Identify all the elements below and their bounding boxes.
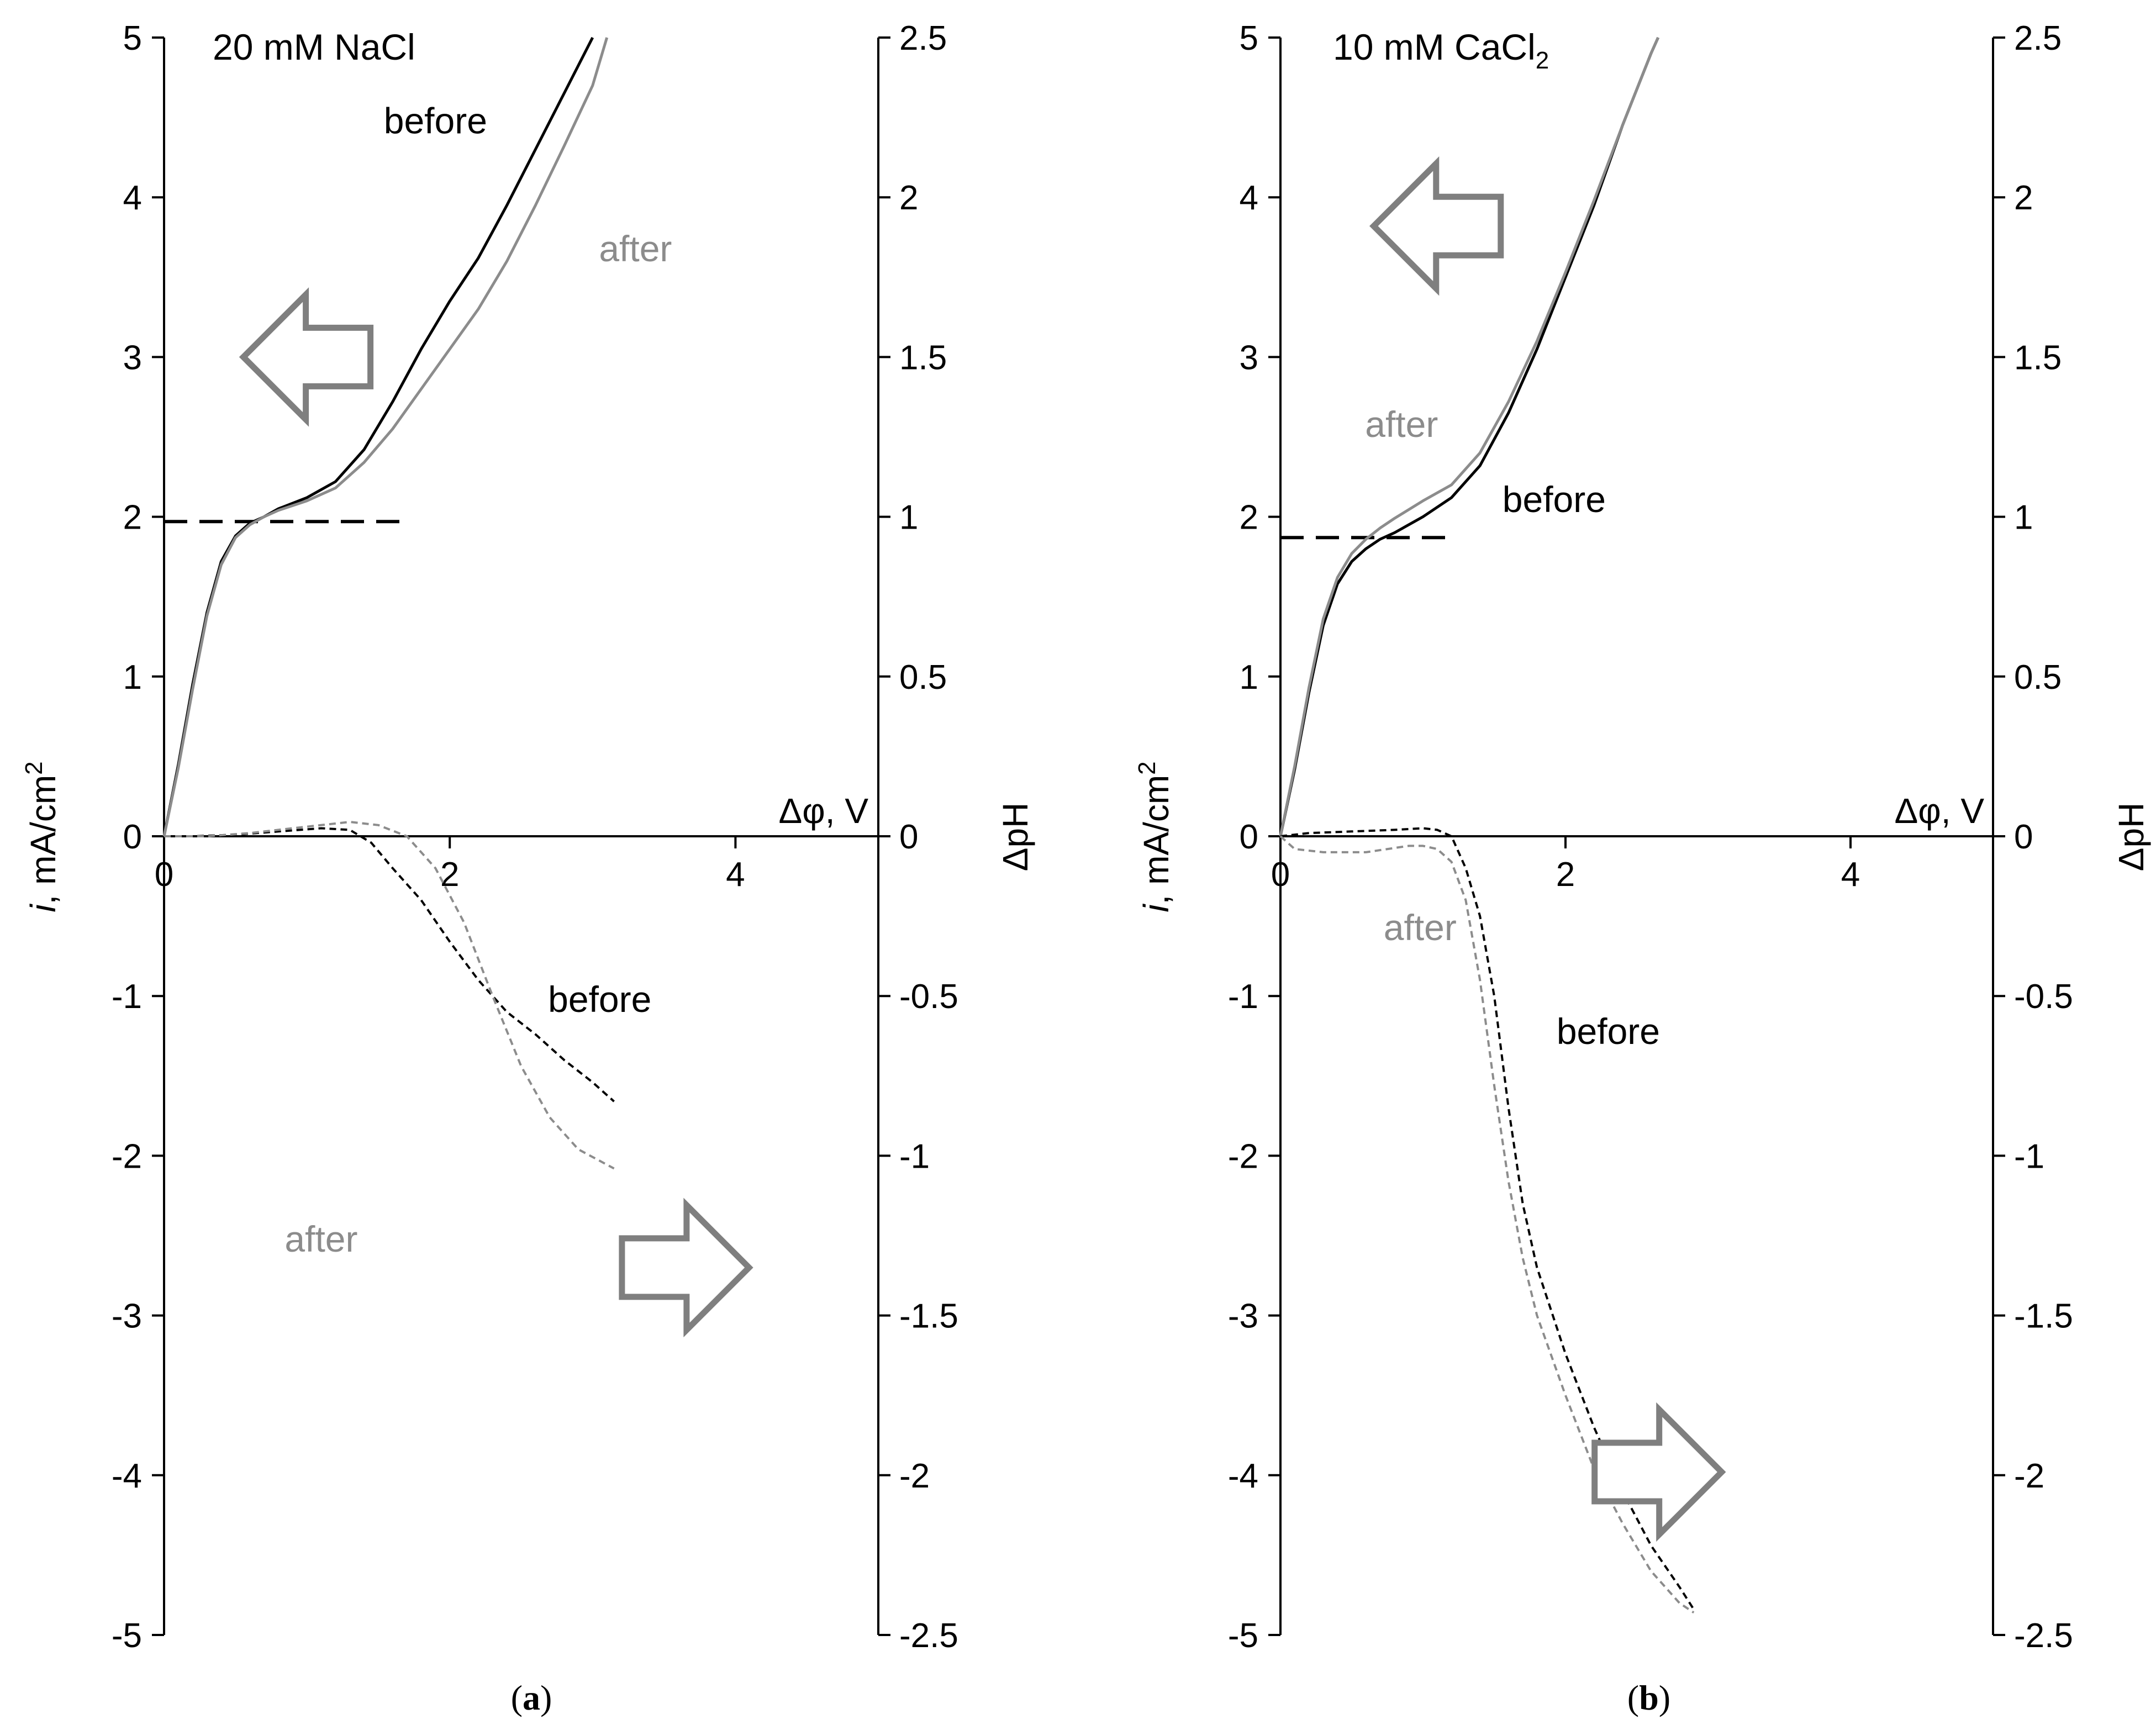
panel-b-left-axis-label-text: , mA/cm: [1136, 775, 1176, 905]
panel-b-left-tick-label: 4: [1240, 179, 1258, 217]
panel-a-left-tick-label: -4: [112, 1457, 142, 1495]
panel-a-right-tick-label: -1: [899, 1137, 930, 1175]
panel-b-title-sub: 2: [1536, 47, 1549, 74]
panel-a-left-axis-label-italic: i: [23, 904, 63, 912]
panel-b-right-tick-label: -1: [2014, 1137, 2044, 1175]
panel-a-x-tick-label: 4: [726, 856, 745, 894]
panel-b-right-tick-label: 1: [2014, 499, 2033, 537]
panel-a-right-tick-label: 2: [899, 179, 918, 217]
panel-a-x-tick-label: 0: [155, 856, 173, 894]
panel-a-left-tick-label: -1: [112, 978, 142, 1016]
panel-b-annotation-before: before: [1557, 1011, 1660, 1052]
panel-b-left-axis-label-italic: i: [1136, 904, 1176, 912]
panel-b-left-axis-label-sup: 2: [1134, 761, 1161, 774]
panel-a-left-tick-label: 4: [123, 179, 142, 217]
panel-a-left-axis-label-text: , mA/cm: [23, 775, 63, 905]
panel-a-annotation-before: before: [548, 979, 651, 1020]
panel-b-left-tick-label: -2: [1228, 1137, 1258, 1175]
panel-a-right-tick-label: -2.5: [899, 1617, 958, 1655]
panel-b: 5 4 3 2 1 0 -1 -2 -3 -4 -5 2.5 2 1.5 1 0.5 0 -0.5 -1 -1.5 -2…: [1134, 19, 2151, 1717]
panel-a-arrow-left: [239, 287, 374, 427]
panel-a: 5 4 3 2 1 0 -1 -2 -3 -4 -5 2.5 2 1.5 1 0.5 0 -0.5 -1 -1.5 -2…: [20, 19, 1035, 1717]
panel-a-annotation-after: after: [284, 1218, 357, 1259]
panel-b-arrow-left: [1369, 156, 1504, 296]
panel-b-right-tick-label: 1.5: [2014, 339, 2062, 377]
panel-a-title: 20 mM NaCl: [213, 27, 415, 67]
panel-a-left-axis-label-sup: 2: [20, 761, 48, 774]
panel-b-x-tick-label: 4: [1841, 856, 1860, 894]
panel-b-left-tick-label: -5: [1228, 1617, 1258, 1655]
panel-a-right-tick-label: 1: [899, 499, 918, 537]
panel-a-left-tick-label: -5: [112, 1617, 142, 1655]
panel-b-left-tick-label: 5: [1240, 19, 1258, 57]
panel-b-right-tick-label: -0.5: [2014, 978, 2073, 1016]
panel-b-right-axis-label: ΔpH: [2111, 803, 2151, 872]
panel-b-right-tick-label: 0.5: [2014, 658, 2062, 697]
panel-a-left-tick-label: -3: [112, 1297, 142, 1336]
panel-a-left-tick-label: 0: [123, 818, 142, 856]
panel-b-left-tick-label: 2: [1240, 499, 1258, 537]
panel-a-annotation-before: before: [384, 101, 487, 141]
panel-a-right-tick-label: 0.5: [899, 658, 947, 697]
panel-a-left-tick-label: 2: [123, 499, 142, 537]
panel-b-annotation-after: after: [1365, 404, 1438, 445]
panel-a-left-tick-label: -2: [112, 1137, 142, 1175]
panel-a-right-tick-label: -2: [899, 1457, 930, 1495]
panel-b-right-tick-label: 2.5: [2014, 19, 2062, 57]
panel-a-left-axis-label: i, mA/cm2: [20, 761, 63, 912]
panel-b-left-tick-label: 1: [1240, 658, 1258, 697]
panel-a-series-after-current: [162, 37, 609, 837]
panel-b-left-tick-label: 3: [1240, 339, 1258, 377]
panel-a-arrow-right: [619, 1198, 753, 1338]
panel-a-right-tick-label: 1.5: [899, 339, 947, 377]
panel-b-caption: (b): [1627, 1678, 1670, 1717]
panel-a-caption-letter: a: [523, 1678, 540, 1717]
panel-b-annotation-before: before: [1503, 479, 1606, 520]
panel-a-right-tick-label: 2.5: [899, 19, 947, 57]
panel-a-x-tick-label: 2: [440, 856, 459, 894]
panel-b-plot: 5 4 3 2 1 0 -1 -2 -3 -4 -5 2.5 2 1.5 1 0.5 0 -0.5 -1 -1.5 -2…: [1228, 19, 2073, 1655]
panel-b-title: 10 mM CaCl2: [1333, 27, 1549, 74]
panel-a-series-after-ph: [164, 821, 615, 1170]
panel-b-title-main: 10 mM CaCl: [1333, 27, 1536, 67]
panel-a-left-tick-label: 5: [123, 19, 142, 57]
panel-a-left-tick-label: 3: [123, 339, 142, 377]
panel-b-series-after-ph: [1279, 835, 1695, 1614]
panel-b-right-tick-label: -1.5: [2014, 1297, 2073, 1336]
panel-a-annotation-after: after: [599, 228, 672, 269]
panel-b-caption-letter: b: [1639, 1678, 1659, 1717]
panel-b-left-tick-label: -3: [1228, 1297, 1258, 1336]
panel-b-right-tick-label: -2.5: [2014, 1617, 2073, 1655]
panel-a-caption: (a): [511, 1678, 552, 1717]
panel-a-left-tick-label: 1: [123, 658, 142, 697]
panel-b-annotation-after: after: [1384, 907, 1457, 948]
panel-a-right-tick-label: -0.5: [899, 978, 958, 1016]
panel-b-left-axis-label: i, mA/cm2: [1134, 761, 1176, 912]
panel-b-left-tick-label: -1: [1228, 978, 1258, 1016]
panel-a-plot: 5 4 3 2 1 0 -1 -2 -3 -4 -5 2.5 2 1.5 1 0.5 0 -0.5 -1 -1.5 -2…: [112, 19, 958, 1655]
panel-a-right-tick-label: 0: [899, 818, 918, 856]
panel-b-left-tick-label: 0: [1240, 818, 1258, 856]
panel-b-arrow-right: [1591, 1402, 1726, 1542]
panel-a-x-axis-label: Δφ, V: [779, 791, 869, 831]
panel-b-left-tick-label: -4: [1228, 1457, 1258, 1495]
panel-a-right-axis-label: ΔpH: [995, 803, 1035, 872]
panel-b-x-tick-label: 0: [1271, 856, 1290, 894]
panel-b-series-after-current: [1279, 36, 1659, 837]
panel-b-x-axis-label: Δφ, V: [1895, 791, 1985, 831]
panel-b-right-tick-label: 2: [2014, 179, 2033, 217]
panel-b-x-tick-label: 2: [1556, 856, 1575, 894]
panel-a-right-tick-label: -1.5: [899, 1297, 958, 1336]
panel-b-right-tick-label: -2: [2014, 1457, 2044, 1495]
panel-b-right-tick-label: 0: [2014, 818, 2033, 856]
